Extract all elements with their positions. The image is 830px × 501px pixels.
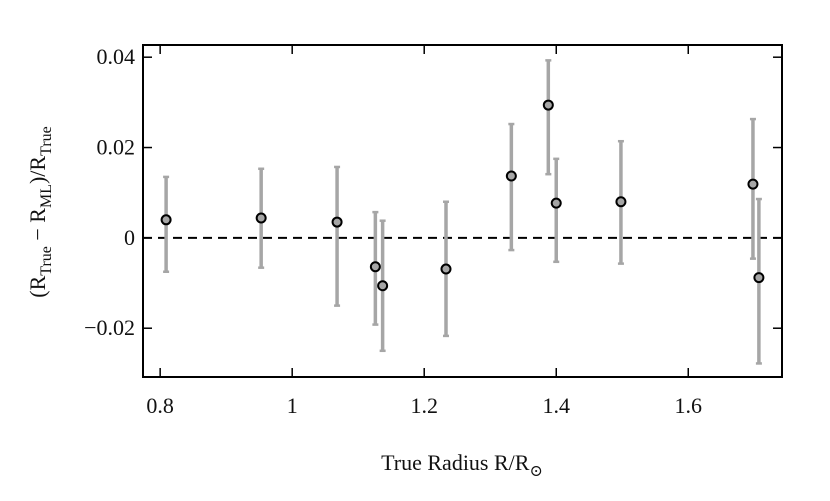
point xyxy=(255,212,267,224)
y-tick-label: 0 xyxy=(124,225,135,250)
point xyxy=(160,214,172,226)
y-label-sub: ML xyxy=(38,184,55,208)
point xyxy=(369,261,381,273)
y-tick-label: 0.04 xyxy=(97,44,136,69)
x-axis-label: True Radius R/R⊙ xyxy=(381,450,543,480)
x-label-sub: ⊙ xyxy=(529,463,542,480)
point xyxy=(331,216,343,228)
x-tick-label: 1.2 xyxy=(410,393,438,418)
point xyxy=(377,280,389,292)
point xyxy=(542,99,554,111)
y-label-part: (R xyxy=(25,275,50,297)
y-tick-label: 0.02 xyxy=(97,135,136,160)
point xyxy=(747,178,759,190)
plot-frame xyxy=(142,44,783,378)
x-label-part: True Radius R/R xyxy=(381,450,530,475)
y-label-part: )/R xyxy=(25,156,50,184)
x-tick-label: 0.8 xyxy=(146,393,174,418)
x-tick-label: 1 xyxy=(287,393,298,418)
point xyxy=(440,263,452,275)
x-tick-label: 1.4 xyxy=(542,393,570,418)
y-label-sub: True xyxy=(38,246,55,276)
x-tick-label: 1.6 xyxy=(675,393,703,418)
point xyxy=(615,196,627,208)
y-label-part: − R xyxy=(25,208,50,246)
point xyxy=(505,170,517,182)
y-tick-label: −0.02 xyxy=(84,315,135,340)
point xyxy=(550,197,562,209)
point xyxy=(753,272,765,284)
y-label-sub: True xyxy=(38,126,55,156)
y-axis-label: (RTrue − RML)/RTrue xyxy=(25,126,55,298)
